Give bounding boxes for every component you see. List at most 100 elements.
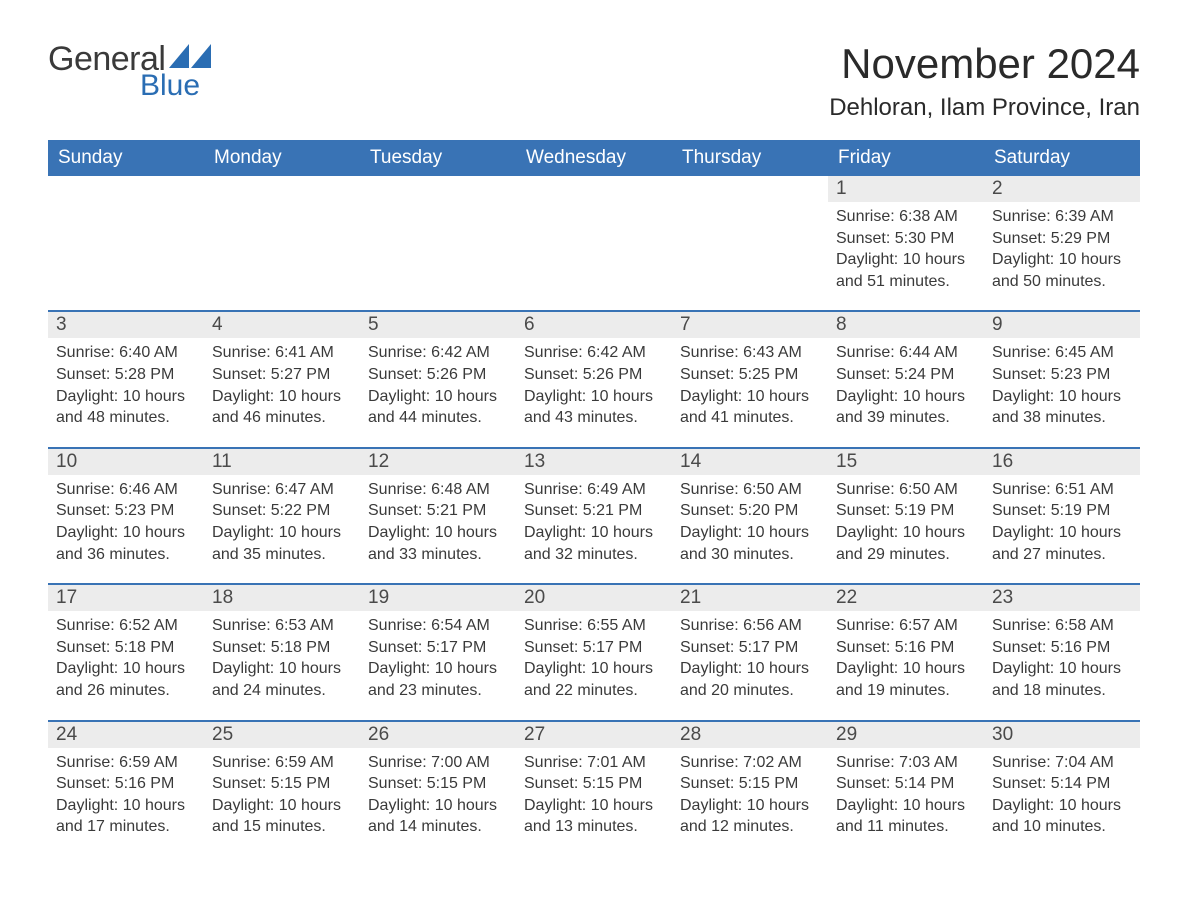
sunrise-line: Sunrise: 6:52 AM (56, 615, 196, 637)
sunrise-line: Sunrise: 6:59 AM (212, 752, 352, 774)
sunset-line: Sunset: 5:28 PM (56, 364, 196, 386)
day-cell (204, 176, 360, 310)
sunset-value: 5:16 PM (1051, 639, 1111, 656)
sunset-line: Sunset: 5:16 PM (992, 637, 1132, 659)
sunrise-value: 7:01 AM (587, 754, 646, 771)
sunset-line: Sunset: 5:27 PM (212, 364, 352, 386)
day-number: 3 (48, 312, 204, 338)
day-cell: 28Sunrise: 7:02 AMSunset: 5:15 PMDayligh… (672, 720, 828, 856)
sunset-value: 5:23 PM (115, 502, 175, 519)
sunset-line: Sunset: 5:24 PM (836, 364, 976, 386)
day-cell: 17Sunrise: 6:52 AMSunset: 5:18 PMDayligh… (48, 583, 204, 719)
daylight-line: Daylight: 10 hours and 27 minutes. (992, 522, 1132, 565)
daylight-line: Daylight: 10 hours and 26 minutes. (56, 658, 196, 701)
day-number: 13 (516, 449, 672, 475)
day-data: Sunrise: 6:41 AMSunset: 5:27 PMDaylight:… (204, 338, 360, 428)
sunset-value: 5:17 PM (427, 639, 487, 656)
sunset-value: 5:15 PM (271, 775, 331, 792)
day-data: Sunrise: 6:49 AMSunset: 5:21 PMDaylight:… (516, 475, 672, 565)
daylight-line: Daylight: 10 hours and 19 minutes. (836, 658, 976, 701)
sunset-line: Sunset: 5:29 PM (992, 228, 1132, 250)
day-number: 7 (672, 312, 828, 338)
daylight-label: Daylight: (368, 388, 430, 405)
daylight-label: Daylight: (56, 797, 118, 814)
sunrise-value: 7:03 AM (899, 754, 958, 771)
sunset-value: 5:18 PM (115, 639, 175, 656)
weekday-header: Sunday (48, 140, 204, 176)
sunrise-line: Sunrise: 6:39 AM (992, 206, 1132, 228)
sunset-label: Sunset: (212, 775, 266, 792)
sunset-value: 5:15 PM (739, 775, 799, 792)
daylight-label: Daylight: (836, 524, 898, 541)
sunrise-label: Sunrise: (524, 481, 583, 498)
day-cell (48, 176, 204, 310)
day-data: Sunrise: 6:48 AMSunset: 5:21 PMDaylight:… (360, 475, 516, 565)
sunrise-value: 6:57 AM (899, 617, 958, 634)
weekday-header: Friday (828, 140, 984, 176)
sunrise-line: Sunrise: 6:58 AM (992, 615, 1132, 637)
sunrise-label: Sunrise: (56, 754, 115, 771)
day-number: 4 (204, 312, 360, 338)
day-number: 19 (360, 585, 516, 611)
page-header: General Blue November 2024 Dehloran, Ila… (48, 40, 1140, 122)
sunset-label: Sunset: (992, 502, 1046, 519)
sunrise-line: Sunrise: 7:03 AM (836, 752, 976, 774)
sunset-label: Sunset: (368, 775, 422, 792)
weekday-header: Wednesday (516, 140, 672, 176)
sunrise-label: Sunrise: (836, 344, 895, 361)
sunrise-label: Sunrise: (836, 481, 895, 498)
day-cell (516, 176, 672, 310)
sunrise-value: 6:56 AM (743, 617, 802, 634)
sunset-line: Sunset: 5:20 PM (680, 500, 820, 522)
day-number: 21 (672, 585, 828, 611)
day-number: 22 (828, 585, 984, 611)
day-number: 17 (48, 585, 204, 611)
daylight-line: Daylight: 10 hours and 20 minutes. (680, 658, 820, 701)
sunrise-line: Sunrise: 6:57 AM (836, 615, 976, 637)
sunset-line: Sunset: 5:21 PM (368, 500, 508, 522)
day-cell: 2Sunrise: 6:39 AMSunset: 5:29 PMDaylight… (984, 176, 1140, 310)
sunrise-line: Sunrise: 6:42 AM (524, 342, 664, 364)
sunset-label: Sunset: (56, 639, 110, 656)
day-cell: 1Sunrise: 6:38 AMSunset: 5:30 PMDaylight… (828, 176, 984, 310)
sunrise-line: Sunrise: 7:01 AM (524, 752, 664, 774)
sunrise-label: Sunrise: (992, 754, 1051, 771)
daylight-line: Daylight: 10 hours and 50 minutes. (992, 249, 1132, 292)
sunset-line: Sunset: 5:18 PM (56, 637, 196, 659)
sunrise-label: Sunrise: (836, 208, 895, 225)
sunset-label: Sunset: (56, 775, 110, 792)
day-data: Sunrise: 6:50 AMSunset: 5:20 PMDaylight:… (672, 475, 828, 565)
sunset-label: Sunset: (992, 775, 1046, 792)
sunset-label: Sunset: (368, 502, 422, 519)
day-number: 25 (204, 722, 360, 748)
sunset-label: Sunset: (212, 639, 266, 656)
day-cell: 9Sunrise: 6:45 AMSunset: 5:23 PMDaylight… (984, 310, 1140, 446)
day-number: 30 (984, 722, 1140, 748)
day-data: Sunrise: 6:56 AMSunset: 5:17 PMDaylight:… (672, 611, 828, 701)
day-number: 16 (984, 449, 1140, 475)
weekday-header: Monday (204, 140, 360, 176)
daylight-label: Daylight: (212, 797, 274, 814)
logo-text-blue: Blue (140, 69, 211, 103)
day-cell: 15Sunrise: 6:50 AMSunset: 5:19 PMDayligh… (828, 447, 984, 583)
week-row: 10Sunrise: 6:46 AMSunset: 5:23 PMDayligh… (48, 447, 1140, 583)
weekday-header: Thursday (672, 140, 828, 176)
day-cell: 12Sunrise: 6:48 AMSunset: 5:21 PMDayligh… (360, 447, 516, 583)
sunset-label: Sunset: (56, 502, 110, 519)
sunrise-label: Sunrise: (368, 344, 427, 361)
sunrise-value: 6:39 AM (1055, 208, 1114, 225)
sunrise-label: Sunrise: (368, 754, 427, 771)
sunset-line: Sunset: 5:19 PM (836, 500, 976, 522)
sunset-label: Sunset: (836, 502, 890, 519)
sunset-label: Sunset: (836, 639, 890, 656)
daylight-label: Daylight: (56, 388, 118, 405)
sunrise-line: Sunrise: 6:40 AM (56, 342, 196, 364)
sunrise-line: Sunrise: 6:46 AM (56, 479, 196, 501)
week-row: 24Sunrise: 6:59 AMSunset: 5:16 PMDayligh… (48, 720, 1140, 856)
sunset-value: 5:16 PM (115, 775, 175, 792)
sunset-label: Sunset: (836, 366, 890, 383)
sunset-value: 5:17 PM (739, 639, 799, 656)
week-row: 17Sunrise: 6:52 AMSunset: 5:18 PMDayligh… (48, 583, 1140, 719)
sunset-value: 5:27 PM (271, 366, 331, 383)
sunset-label: Sunset: (836, 775, 890, 792)
